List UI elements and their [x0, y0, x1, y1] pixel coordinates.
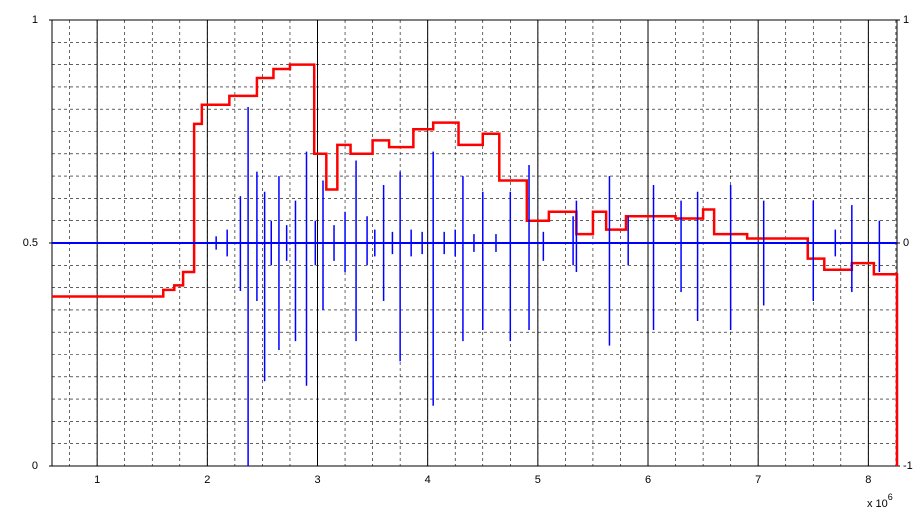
x-multiplier-exponent: 6 — [888, 492, 893, 502]
y2-tick-label: 1 — [903, 14, 909, 26]
x-tick-label: 1 — [94, 474, 100, 486]
y2-tick-label: 0 — [903, 237, 909, 249]
x-tick-label: 7 — [755, 474, 761, 486]
x-multiplier-base: x 10 — [867, 498, 888, 510]
x-tick-label: 6 — [645, 474, 651, 486]
y-tick-label: 0 — [32, 460, 38, 472]
step-line — [52, 63, 899, 466]
x-tick-label: 3 — [314, 474, 320, 486]
x-tick-label: 8 — [865, 474, 871, 486]
y-tick-label: 0.5 — [23, 237, 38, 249]
x-tick-label: 5 — [535, 474, 541, 486]
y-tick-label: 1 — [32, 14, 38, 26]
x-tick-label: 2 — [204, 474, 210, 486]
x-multiplier: x 106 — [867, 492, 893, 510]
x-tick-label: 4 — [425, 474, 431, 486]
y2-tick-label: -1 — [903, 460, 913, 472]
